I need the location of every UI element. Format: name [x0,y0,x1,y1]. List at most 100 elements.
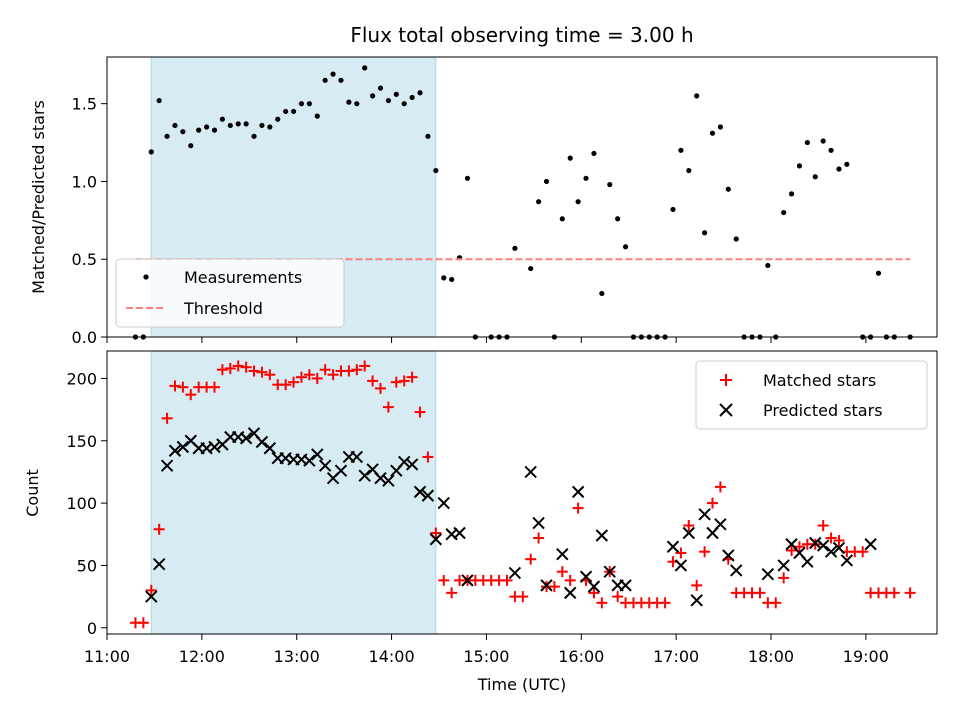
predicted-stars-point [864,538,877,551]
measurements-point [583,175,589,181]
predicted-stars-point [255,435,269,449]
measurements-point [314,113,320,119]
matched-stars-point [169,380,181,392]
predicted-stars-point [777,559,790,572]
matched-stars-point [256,366,268,378]
matched-stars-point [833,534,845,546]
measurements-point [354,101,360,107]
predicted-stars-point [318,459,332,472]
bottom-legend-box [695,360,928,430]
matched-stars-point [525,553,537,565]
matched-stars-point [248,365,260,377]
measurements-point [528,265,534,272]
top-y-ticks: 0.0 0.5 1.0 1.5 [72,95,107,347]
legend-threshold-label: Threshold [183,299,263,318]
matched-stars-point [406,371,418,383]
matched-stars-point [904,587,916,599]
predicted-stars-point [145,590,158,603]
measurements-point [204,124,210,130]
measurements-point [425,133,431,139]
measurements-point [717,124,724,130]
measurements-point [607,181,613,188]
predicted-stars-point [801,555,814,568]
matched-stars-point [295,371,307,383]
measurements-point [733,236,739,242]
measurements-point [575,199,581,205]
measurements-point [702,230,708,236]
measurements-point [820,138,826,144]
matched-stars-point [754,587,766,599]
matched-stars-point [430,527,442,539]
legend-matched-marker [720,374,732,386]
matched-stars-point [422,451,434,463]
predicted-stars-point [816,539,830,552]
matched-stars-point [770,597,782,609]
matched-stars-point [588,587,600,599]
top-y-axis-label: Matched/Predicted stars [29,100,48,294]
bottom-x-ticks: 11:00 12:00 13:00 14:00 15:00 16:00 17:00 18:00… [84,634,889,666]
measurements-point [678,147,684,153]
measurements-point [370,93,376,99]
bottom-legend: Matched stars Predicted stars [695,360,928,430]
predicted-stars-point [840,554,854,567]
matched-stars-point [303,369,315,381]
measurements-point [694,93,700,99]
measurements-point [512,245,518,251]
measurements-point [290,108,297,115]
matched-stars-point [857,546,869,558]
matched-stars-point [414,406,426,418]
x-tick-label: 17:00 [653,647,699,666]
matched-stars-point [319,364,331,376]
matched-stars-point [517,591,529,603]
y-tick-label: 0.0 [72,328,97,347]
predicted-stars-point [524,465,537,479]
matched-stars-point [359,360,371,372]
predicted-stars-point [714,518,727,531]
predicted-stars-point [722,549,735,562]
measurements-point [259,122,265,129]
bottom-y-ticks: 0 50 100 150 200 [66,369,107,638]
measurements-point [828,147,834,153]
matched-stars-point [232,360,244,372]
measurements-point [267,124,273,130]
measurements-point [164,133,170,139]
matched-stars-point [825,532,837,544]
predicted-stars-point [674,559,688,572]
predicted-stars-point [160,459,174,472]
matched-stars-point [375,382,387,394]
matched-stars-point [343,365,355,377]
legend-measurements-marker [143,274,149,280]
matched-stars-point [438,574,450,586]
predicted-stars-point [413,485,427,499]
matched-stars-point [817,520,829,532]
measurements-point [796,163,803,169]
measurements-point [330,71,336,77]
measurements-point [417,90,423,96]
y-tick-label: 0.5 [72,250,97,269]
top-panel: Flux total observing time = 3.00 h 0.0 0.… [29,23,938,347]
predicted-stars-point [374,471,387,485]
matched-stars-point [556,566,568,578]
y-tick-label: 150 [66,432,97,451]
measurements-point [377,85,384,91]
top-chart-title: Flux total observing time = 3.00 h [350,23,693,47]
predicted-stars-point [571,485,585,499]
measurements-point [385,97,392,104]
x-tick-label: 19:00 [843,647,889,666]
measurements-point [148,149,154,155]
measurements-point [559,216,565,222]
measurements-point [298,101,305,107]
measurements-point [362,65,368,71]
measurements-point [765,262,771,269]
matched-stars-point [533,532,545,544]
predicted-stars-point [682,526,695,540]
measurements-point [844,161,850,167]
bottom-x-axis-label: Time (UTC) [477,675,566,694]
predicted-stars-point [824,545,838,558]
bottom-panel: 11:00 12:00 13:00 14:00 15:00 16:00 17:00 18:00… [23,350,938,694]
matched-stars-point [288,376,300,388]
matched-stars-point [564,574,576,586]
matched-stars-point [145,584,157,596]
matched-stars-point [699,546,711,558]
